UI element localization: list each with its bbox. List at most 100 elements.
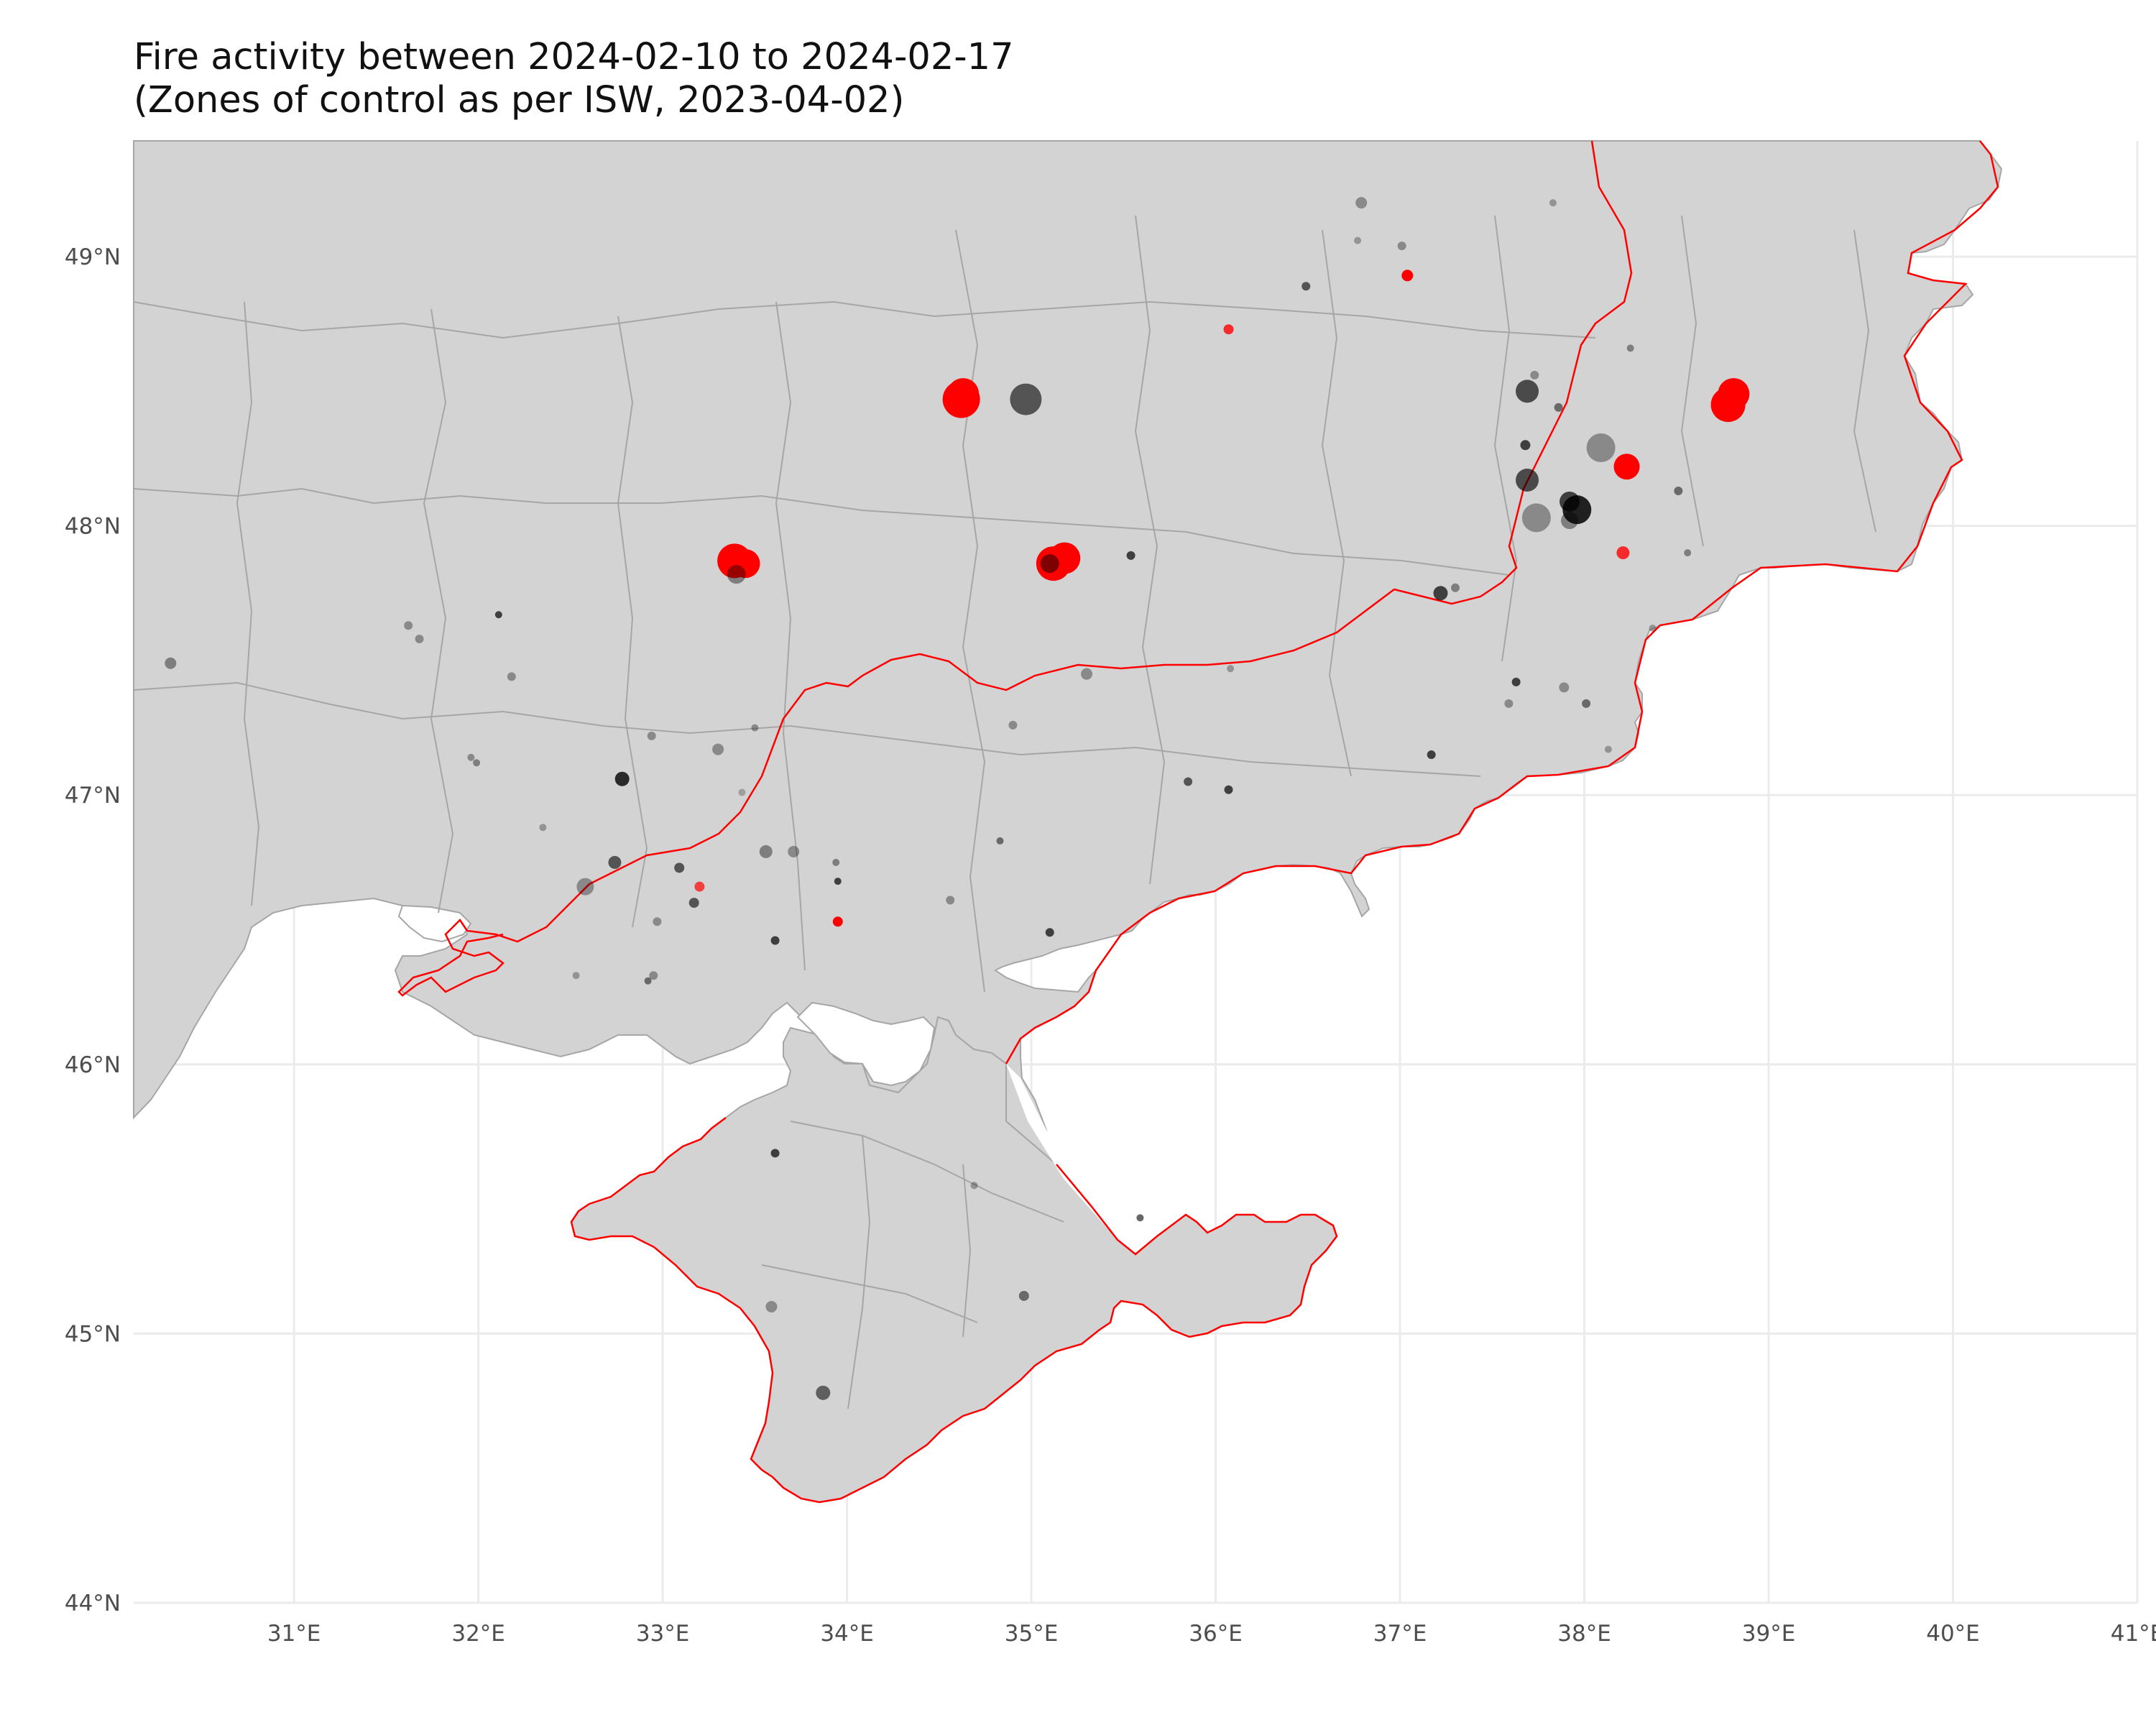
fire-point (1302, 282, 1311, 291)
fire-point (1018, 1290, 1029, 1301)
fire-point (404, 621, 413, 630)
fire-point (765, 1300, 778, 1312)
fire-point (1451, 583, 1460, 592)
fire-point (834, 878, 842, 886)
fire-point (1136, 1214, 1144, 1222)
arabat-spit-gap (1006, 1064, 1135, 1254)
fire-point (1045, 928, 1054, 937)
fire-point (1549, 199, 1557, 207)
fire-point (1433, 586, 1448, 601)
land-layer (133, 140, 2003, 1504)
fire-point (165, 657, 177, 669)
fire-point (751, 724, 759, 732)
fire-points (165, 197, 1750, 1400)
fire-point (473, 759, 481, 767)
fire-point-occupied (1401, 270, 1414, 282)
fire-point (759, 845, 773, 858)
fire-point (572, 972, 580, 980)
fire-point (1227, 665, 1235, 673)
lon-tick-label: 37°E (1373, 1621, 1427, 1647)
fire-point (1560, 491, 1580, 512)
fire-point (494, 611, 502, 619)
sivash-lagoon (796, 1001, 936, 1087)
fire-point (1224, 785, 1233, 794)
fire-point-occupied (1613, 454, 1640, 480)
fire-point-occupied (947, 378, 980, 410)
title-line-1: Fire activity between 2024-02-10 to 2024… (134, 36, 1014, 78)
fire-point-occupied (1223, 324, 1234, 335)
fire-point (1530, 370, 1539, 380)
fire-point (1516, 380, 1539, 403)
fire-point (1355, 197, 1368, 209)
lon-tick-label: 34°E (820, 1621, 874, 1647)
lat-tick-label: 47°N (65, 783, 121, 809)
fire-point (946, 896, 955, 905)
fire-point (1586, 433, 1616, 463)
fire-point (1561, 512, 1579, 530)
fire-point (996, 837, 1004, 845)
fire-point (1582, 699, 1591, 708)
fire-point (1559, 682, 1570, 693)
fire-point (1184, 777, 1193, 786)
fire-point (1521, 503, 1551, 533)
lon-tick-label: 41°E (2111, 1621, 2156, 1647)
lon-tick-label: 40°E (1926, 1621, 1980, 1647)
fire-point (649, 971, 658, 980)
fire-point (688, 898, 699, 908)
fire-point (647, 731, 656, 740)
fire-point (1126, 551, 1135, 560)
dnipro-estuary (397, 904, 472, 943)
fire-point (1354, 236, 1362, 244)
fire-point-occupied (832, 916, 843, 927)
fire-point (644, 977, 652, 985)
title-line-2: (Zones of control as per ISW, 2023-04-02… (134, 79, 905, 121)
fire-point (1397, 242, 1406, 251)
admin-borders (133, 215, 1876, 1409)
fire-point (1504, 699, 1514, 708)
fire-point (653, 917, 662, 926)
fire-point (1511, 677, 1521, 686)
lat-tick-label: 46°N (65, 1052, 121, 1078)
fire-point (712, 743, 724, 755)
fire-point (1427, 750, 1436, 760)
lat-tick-label: 48°N (65, 514, 121, 540)
fire-point (1516, 468, 1539, 492)
fire-point (507, 672, 516, 681)
fire-point (816, 1385, 831, 1400)
fire-point-occupied (731, 549, 760, 579)
lon-tick-label: 38°E (1557, 1621, 1611, 1647)
lon-tick-label: 39°E (1742, 1621, 1796, 1647)
fire-point (1674, 486, 1683, 495)
fire-point (1040, 554, 1059, 574)
fire-point (727, 565, 746, 584)
fire-point (1649, 625, 1657, 632)
fire-point (608, 855, 622, 869)
map-title: Fire activity between 2024-02-10 to 2024… (134, 36, 1014, 122)
fire-point (1554, 402, 1563, 412)
fire-point (576, 878, 594, 896)
lat-tick-label: 49°N (65, 244, 121, 270)
fire-point (614, 771, 630, 786)
fire-point (1604, 745, 1612, 753)
lon-tick-label: 31°E (267, 1621, 321, 1647)
fire-point-occupied (1616, 546, 1630, 560)
fire-point (1081, 668, 1093, 680)
lat-tick-label: 44°N (65, 1591, 121, 1616)
lon-tick-label: 33°E (636, 1621, 690, 1647)
lat-tick-label: 45°N (65, 1321, 121, 1347)
fire-point (738, 788, 746, 796)
zone-of-control-line (397, 140, 1633, 997)
fire-point (788, 845, 800, 857)
crimea-outline (570, 1117, 1338, 1504)
lon-tick-label: 32°E (451, 1621, 505, 1647)
crimea-landmass (570, 1016, 1338, 1504)
fire-point (770, 936, 780, 945)
axis-labels: 31°E 32°E 33°E 34°E 35°E 36°E 37°E 38°E 39°E 40°E… (65, 244, 2156, 1647)
fire-point (1008, 720, 1018, 730)
lon-tick-label: 35°E (1005, 1621, 1059, 1647)
fire-point (467, 753, 475, 761)
lon-tick-label: 36°E (1189, 1621, 1243, 1647)
fire-point (832, 858, 840, 866)
fire-point (1520, 440, 1531, 451)
